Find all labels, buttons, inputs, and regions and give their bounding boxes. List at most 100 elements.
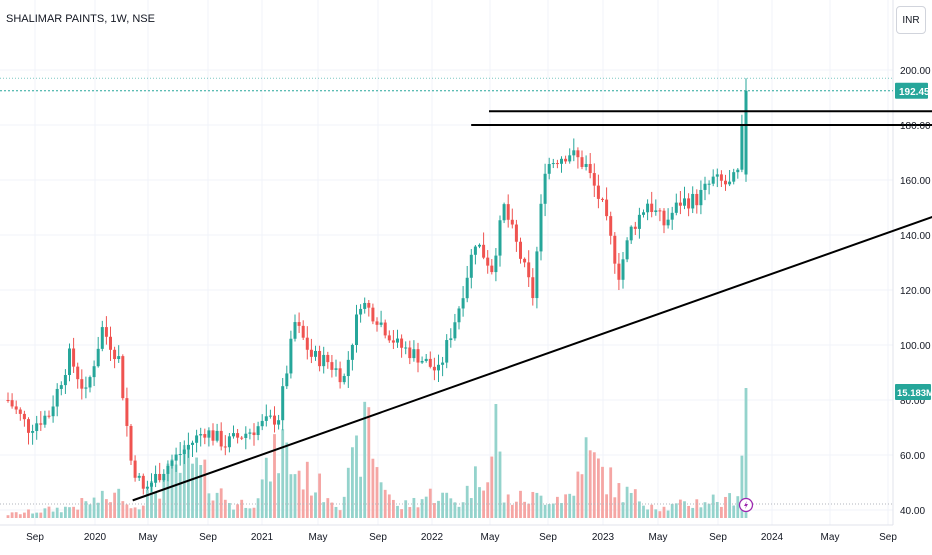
candle-body [637, 214, 641, 229]
volume-bar [170, 459, 174, 518]
candle-body [109, 336, 112, 350]
candle-body [227, 436, 231, 448]
volume-bar [703, 502, 707, 518]
candle-body [719, 174, 723, 181]
candle-body [252, 432, 256, 436]
volume-bar [129, 508, 133, 518]
volume-bar [494, 404, 498, 518]
candle-body [289, 338, 293, 374]
candle-body [100, 327, 104, 349]
candle-body [211, 430, 215, 441]
volume-bar [371, 458, 375, 518]
volume-bar [162, 478, 166, 518]
volume-bar [736, 496, 740, 518]
volume-bar [305, 461, 309, 518]
candle-body [244, 433, 248, 438]
volume-bar [428, 488, 432, 518]
candle-body [371, 307, 375, 322]
volume-bar [363, 401, 367, 518]
candle-body [728, 181, 732, 185]
candle-body [150, 482, 153, 487]
candle-body [268, 415, 272, 417]
candle-body [453, 322, 457, 339]
volume-label: 15.183M [897, 388, 932, 399]
candle-body [736, 169, 740, 173]
candle-body [642, 212, 645, 215]
candle-body [301, 325, 305, 338]
volume-bar [256, 498, 260, 518]
candle-body [240, 437, 244, 439]
volume-bar [10, 512, 14, 518]
candle-body [424, 358, 428, 361]
volume-bar [6, 515, 10, 518]
candle-body [437, 364, 440, 371]
price-tick-label: 40.00 [900, 506, 925, 517]
candle-body [588, 163, 592, 174]
candle-body [39, 423, 43, 425]
volume-bar [23, 512, 26, 518]
volume-bar [498, 451, 502, 518]
volume-bar [84, 501, 88, 518]
volume-bar [59, 512, 63, 518]
candle-body [133, 460, 137, 478]
candle-body [523, 258, 527, 263]
volume-bar [474, 466, 477, 518]
candle-body [400, 338, 404, 348]
candle-body [314, 350, 317, 357]
candle-body [309, 349, 313, 357]
volume-bar [109, 502, 112, 518]
candle-body [326, 354, 330, 363]
candle-body [51, 406, 55, 417]
candle-body [445, 340, 449, 363]
trendline [132, 216, 932, 502]
volume-bar [617, 483, 621, 518]
volume-bar [515, 501, 518, 518]
candle-body [264, 416, 268, 421]
volume-bar [248, 508, 252, 518]
volume-bar [707, 503, 711, 518]
volume-bar [670, 503, 674, 518]
volume-bar [158, 498, 162, 518]
candle-body [18, 409, 22, 414]
candle-body [744, 90, 748, 175]
volume-bar [310, 495, 313, 518]
candle-body [215, 430, 219, 441]
candle-body [6, 400, 10, 401]
volume-bar [105, 499, 108, 518]
volume-bar [720, 506, 723, 518]
candle-body [84, 387, 88, 389]
volume-bar [47, 506, 51, 518]
volume-bar [342, 496, 346, 518]
candle-body [113, 349, 117, 360]
candle-body [740, 124, 744, 170]
candle-body [104, 327, 108, 337]
candle-body [162, 473, 166, 481]
volume-bar [228, 502, 231, 518]
volume-bar [117, 488, 121, 518]
candle-body [207, 430, 211, 438]
volume-bar [715, 501, 719, 518]
candle-body [391, 340, 395, 343]
candle-body [92, 366, 96, 378]
volume-bar [39, 512, 43, 518]
volume-bar [638, 501, 641, 518]
volume-bar [137, 509, 141, 518]
candle-body [203, 434, 207, 438]
symbol-title: SHALIMAR PAINTS, 1W, NSE [6, 13, 155, 25]
volume-bar [326, 498, 330, 518]
volume-bar [711, 494, 715, 518]
volume-bar [269, 481, 272, 518]
candle-body [711, 176, 715, 184]
candle-body [236, 433, 240, 438]
candle-body [482, 244, 486, 258]
candle-body [387, 335, 391, 341]
candle-body [625, 240, 629, 260]
currency-button[interactable]: INR [896, 6, 926, 34]
candle-body [14, 406, 18, 410]
volume-bar [580, 474, 584, 518]
volume-bar [379, 482, 383, 518]
volume-bar [297, 470, 301, 518]
candle-body [145, 486, 149, 489]
